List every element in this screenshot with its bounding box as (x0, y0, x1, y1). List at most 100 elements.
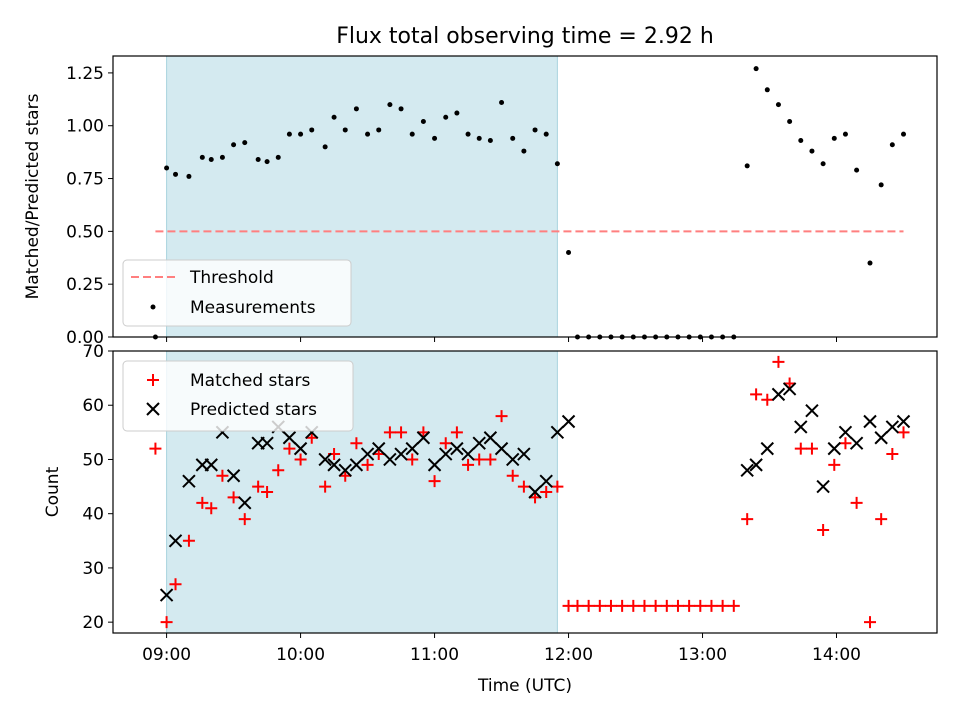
predicted-stars-point (360, 447, 375, 461)
measurements-point (465, 131, 471, 137)
predicted-stars-point (539, 474, 553, 488)
predicted-stars-point (260, 436, 274, 450)
matched-stars-point (495, 410, 508, 423)
measurements-point (365, 131, 371, 137)
predicted-stars-point (450, 441, 464, 456)
bottom-x-tick-label: 13:00 (678, 645, 727, 665)
legend-matched-label: Matched stars (190, 371, 310, 391)
matched-stars-point (272, 464, 285, 477)
matched-stars-point (450, 426, 463, 439)
measurements-point (744, 163, 750, 169)
measurements-point (878, 182, 884, 188)
predicted-stars-point (383, 452, 397, 467)
measurements-point (487, 138, 493, 144)
matched-stars-point (473, 453, 486, 466)
matched-stars-point (196, 496, 209, 509)
predicted-stars-point (827, 441, 841, 456)
measurements-point (409, 131, 415, 137)
bottom-x-tick-label: 11:00 (410, 645, 459, 665)
top-y-tick-label: 0.25 (66, 275, 104, 295)
matched-stars-point (805, 442, 818, 455)
predicted-stars-point (238, 496, 252, 510)
matched-stars-point (772, 355, 785, 368)
measurements-point (376, 127, 382, 133)
legend-measurements-label: Measurements (190, 298, 316, 318)
matched-stars-point (484, 453, 497, 466)
matched-stars-point (439, 437, 452, 450)
predicted-stars-point (182, 474, 196, 488)
predicted-stars-point (816, 479, 830, 494)
matched-stars-point (741, 513, 754, 526)
bottom-y-tick-label: 50 (82, 450, 104, 470)
matched-stars-point (350, 437, 363, 450)
measurements-point (231, 142, 237, 148)
top-legend-box (122, 259, 352, 327)
bottom-y-axis-label: Count (43, 466, 63, 517)
predicted-stars-point (416, 431, 431, 445)
top-y-tick-label: 0.50 (66, 222, 104, 242)
bottom-y-tick-label: 60 (82, 396, 104, 416)
chart-title: Flux total observing time = 2.92 h (336, 24, 714, 49)
measurements-point (764, 87, 770, 93)
top-y-tick-label: 0.00 (66, 328, 104, 348)
matched-stars-point (616, 599, 629, 612)
top-y-tick-label: 1.25 (66, 64, 104, 84)
matched-stars-point (705, 599, 718, 612)
measurements-point (173, 171, 179, 177)
measurements-point (854, 167, 860, 173)
measurements-point (432, 135, 438, 141)
matched-stars-point (649, 599, 662, 612)
measurements-point (443, 114, 449, 120)
top-axes-frame (112, 55, 938, 338)
predicted-stars-point (226, 469, 241, 483)
measurements-point (199, 154, 205, 160)
measurements-point (186, 173, 192, 179)
measurements-point (798, 138, 804, 144)
predicted-stars-point (394, 447, 408, 461)
matched-stars-point (339, 469, 352, 482)
top-legend: Threshold Measurements (122, 259, 352, 327)
top-y-tick-label: 1.00 (66, 117, 104, 137)
measurements-point (309, 127, 315, 133)
matched-stars-point (540, 486, 553, 498)
matched-stars-point (383, 426, 396, 439)
matched-stars-point (604, 599, 617, 612)
predicted-stars-point (293, 441, 308, 456)
bottom-panel: 09:00 10:00 11:00 12:00 13:00 14:00 20 30 40 50 60… (43, 342, 938, 696)
predicted-stars-point (494, 441, 509, 456)
matched-stars-point (551, 480, 564, 493)
predicted-stars-point (528, 485, 542, 499)
measurements-point (331, 114, 337, 120)
matched-stars-point (395, 426, 408, 439)
measurements-point (543, 131, 549, 137)
measurements-point (353, 106, 359, 112)
legend-threshold-label: Threshold (189, 268, 274, 288)
predicted-stars-point (896, 414, 911, 429)
matched-stars-point (205, 502, 218, 515)
matched-stars-point (417, 426, 430, 439)
measurements-point (298, 131, 304, 137)
matched-stars-point (506, 469, 519, 482)
measurements-point (398, 106, 404, 112)
predicted-stars-point (338, 463, 352, 478)
matched-stars-point (875, 513, 888, 526)
bottom-x-tick-label: 12:00 (544, 645, 593, 665)
predicted-stars-point (405, 441, 419, 456)
legend-predicted-label: Predicted stars (190, 400, 317, 420)
measurements-point (532, 127, 538, 133)
matched-stars-point (517, 480, 530, 493)
matched-stars-point (828, 458, 841, 471)
bottom-plot-area: 09:00 10:00 11:00 12:00 13:00 14:00 20 30 40 50 60… (82, 342, 911, 665)
matched-stars-point (261, 486, 274, 498)
matched-stars-point (839, 437, 852, 450)
bottom-y-tick-label: 20 (82, 613, 104, 633)
predicted-stars-point (439, 447, 453, 461)
legend-measurements-swatch (150, 304, 156, 310)
bottom-axes-frame (112, 350, 938, 634)
matched-stars-point (582, 599, 595, 612)
matched-stars-point (683, 599, 696, 612)
matched-stars-point (750, 388, 763, 401)
bottom-x-tick-label: 10:00 (276, 645, 325, 665)
predicted-stars-point (805, 403, 819, 418)
measurements-point (510, 135, 516, 141)
